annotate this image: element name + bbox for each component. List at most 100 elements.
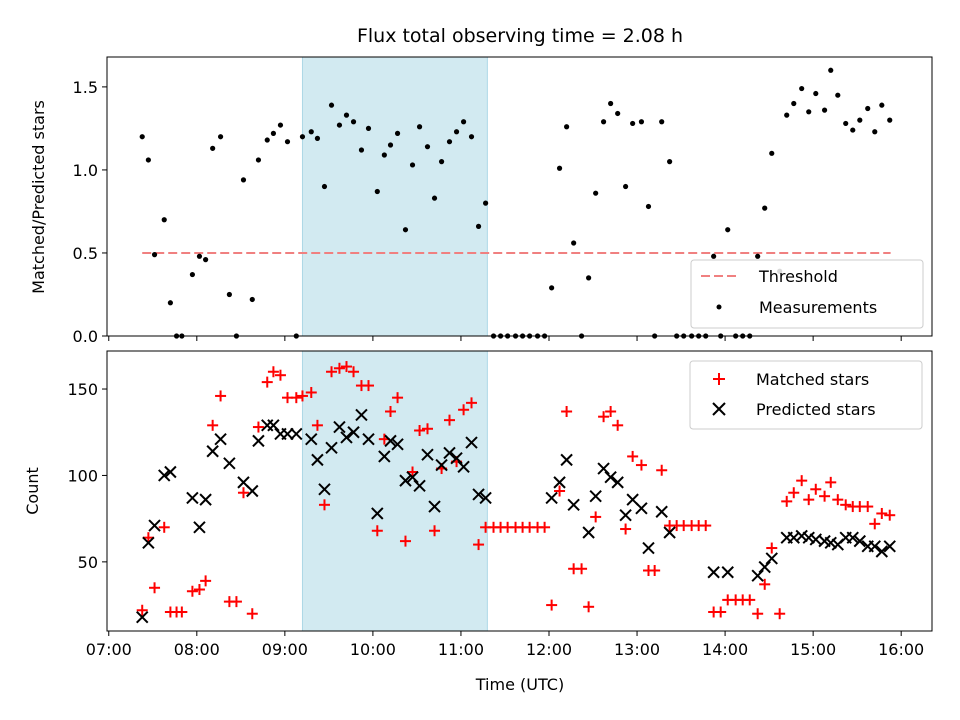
y-tick-label: 0.0 <box>73 327 98 346</box>
measurement-point <box>556 165 563 171</box>
measurement-point <box>659 119 665 125</box>
predicted-stars-point <box>560 453 573 467</box>
ratio-plot-area <box>139 67 893 339</box>
matched-stars-point <box>539 521 551 533</box>
measurement-point <box>336 122 343 128</box>
measurement-point <box>402 227 409 233</box>
matched-stars-point <box>840 499 852 511</box>
predicted-stars-point <box>802 531 815 544</box>
matched-stars-point <box>237 487 249 499</box>
predicted-stars-point <box>214 432 227 446</box>
measurement-point <box>249 296 255 303</box>
predicted-stars-point <box>340 431 353 444</box>
matched-stars-point <box>318 499 330 511</box>
matched-stars-point <box>290 392 302 404</box>
matched-stars-point <box>876 507 888 519</box>
measurement-point <box>328 102 335 108</box>
measurement-point <box>350 119 357 125</box>
ratio-panel: 0.0 0.5 1.0 1.5 Matched/Predicted stars Thr… <box>29 56 933 346</box>
measurement-point <box>431 195 438 201</box>
measurement-point <box>196 253 203 259</box>
matched-stars-point <box>305 386 317 398</box>
measurement-point <box>264 137 270 143</box>
ratio-y-axis-label: Matched/Predicted stars <box>29 100 48 294</box>
measurement-point <box>879 102 885 108</box>
matched-stars-point <box>136 604 148 616</box>
measurement-point <box>475 223 482 229</box>
predicted-stars-point <box>406 470 419 484</box>
measurement-point <box>203 257 209 263</box>
measurement-point <box>409 162 416 168</box>
matched-stars-point <box>267 366 279 378</box>
predicted-stars-point <box>413 479 426 493</box>
predicted-stars-point <box>384 434 397 448</box>
predicted-stars-point <box>252 434 265 448</box>
predicted-stars-point <box>399 474 412 487</box>
measurement-point <box>277 122 284 128</box>
measurement-point <box>564 124 570 130</box>
legend-predicted-label: Predicted stars <box>756 400 876 419</box>
matched-stars-point <box>399 535 411 547</box>
predicted-stars-point <box>148 519 161 532</box>
measurement-point <box>139 134 145 140</box>
matched-stars-point <box>605 405 617 417</box>
count-legend: Matched stars Predicted stars <box>689 360 923 430</box>
x-tick-label: 16:00 <box>878 640 924 659</box>
predicted-stars-point <box>281 427 294 441</box>
matched-stars-point <box>862 501 874 513</box>
matched-stars-point <box>884 509 896 521</box>
y-tick-label: 50 <box>78 553 98 572</box>
observing-window-highlight-bottom <box>301 350 488 632</box>
predicted-stars-point <box>435 458 448 472</box>
matched-stars-point <box>158 521 170 533</box>
measurement-point <box>769 150 775 156</box>
measurement-point <box>835 92 841 98</box>
matched-stars-point <box>759 578 771 590</box>
x-tick-label: 14:00 <box>702 640 748 659</box>
measurement-point <box>226 291 232 298</box>
matched-stars-point <box>274 369 286 381</box>
matched-stars-point <box>803 494 815 506</box>
measurement-point <box>374 188 380 195</box>
matched-stars-point <box>392 392 404 404</box>
matched-stars-point <box>186 585 198 597</box>
measurement-point <box>438 159 445 165</box>
predicted-stars-point <box>545 491 558 505</box>
y-tick-label: 150 <box>67 380 98 399</box>
matched-stars-point <box>627 450 639 462</box>
count-y-axis: 50 100 150 <box>67 380 107 572</box>
predicted-stars-point <box>164 465 177 479</box>
x-tick-label: 13:00 <box>614 640 660 659</box>
matched-stars-point <box>715 606 727 618</box>
matched-stars-point <box>385 405 397 417</box>
measurement-point <box>843 120 849 127</box>
measurement-point <box>217 134 224 140</box>
measurement-point <box>167 300 173 306</box>
matched-stars-point <box>207 419 219 431</box>
predicted-stars-point <box>758 560 771 574</box>
matched-stars-point <box>825 476 837 488</box>
measurement-point <box>424 144 431 150</box>
predicted-stars-point <box>597 462 610 475</box>
predicted-stars-point <box>158 469 171 482</box>
y-tick-label: 100 <box>67 466 98 485</box>
measurement-point <box>453 129 460 135</box>
measurement-point <box>593 190 599 196</box>
measurement-point <box>365 125 372 132</box>
measurement-point <box>850 127 856 133</box>
measurement-point <box>755 253 761 259</box>
x-tick-label: 08:00 <box>174 640 220 659</box>
predicted-stars-point <box>635 502 648 515</box>
matched-stars-point <box>612 419 624 431</box>
matched-stars-point <box>311 419 323 431</box>
predicted-stars-point <box>479 491 492 505</box>
measurement-point <box>600 119 607 125</box>
matched-stars-point <box>261 376 273 388</box>
legend-measurements-label: Measurements <box>759 298 877 317</box>
predicted-stars-point <box>355 408 368 422</box>
predicted-stars-point <box>199 493 212 506</box>
legend-matched-label: Matched stars <box>756 370 869 389</box>
predicted-stars-point <box>223 457 236 470</box>
measurement-point <box>189 271 196 278</box>
measurement-point <box>343 112 350 118</box>
